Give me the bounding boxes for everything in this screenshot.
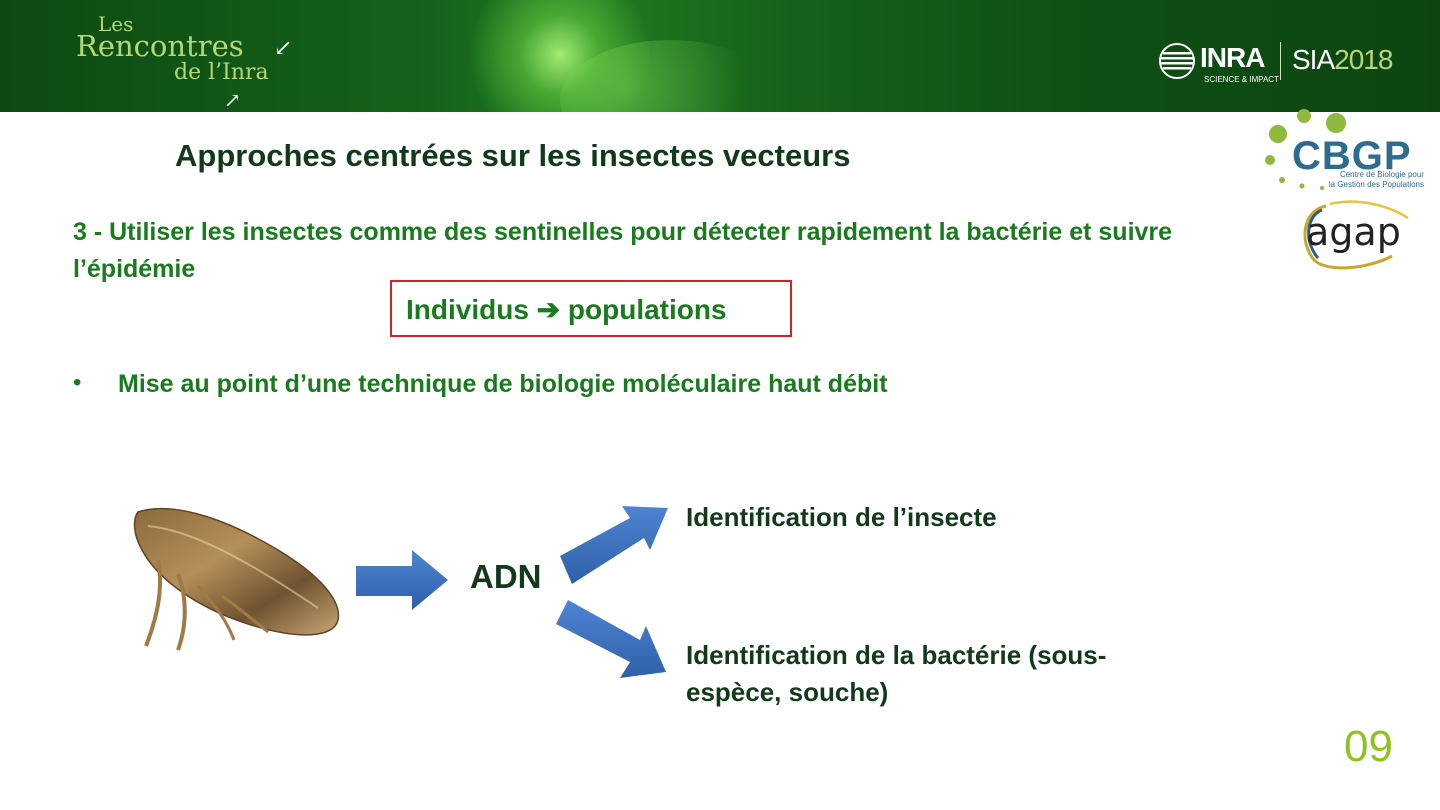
bullet-text: Mise au point d’une technique de biologi… — [118, 370, 888, 398]
page-number: 09 — [1344, 722, 1393, 771]
slide-title: Approches centrées sur les insectes vect… — [175, 138, 851, 173]
cbgp-wordmark: CBGP — [1292, 134, 1412, 178]
sia-label: SIA — [1292, 44, 1335, 75]
arrow-down-left-icon: ↙ — [274, 36, 293, 61]
arrow-adn-to-insect-id — [560, 506, 668, 584]
slide-subtitle: 3 - Utiliser les insectes comme des sent… — [73, 218, 1173, 283]
inra-tagline: SCIENCE & IMPACT — [1204, 75, 1279, 84]
cbgp-tagline-line1: Centre de Biologie pour — [1339, 170, 1424, 179]
highlight-box-text: Individus ➔ populations — [406, 294, 727, 325]
cbgp-tagline: Centre de Biologie pour la Gestion des P… — [1328, 170, 1424, 190]
header-banner: Les Rencontres de l’Inra ↙ ↗ INRA SCIENC… — [0, 0, 1440, 112]
adn-label: ADN — [470, 558, 542, 595]
inra-wordmark: INRA — [1200, 42, 1265, 73]
arrow-insect-to-adn — [356, 550, 448, 610]
cbgp-tagline-line2: la Gestion des Populations — [1328, 180, 1424, 189]
inra-sia-logo: INRA SCIENCE & IMPACT SIA2018 — [1158, 40, 1393, 88]
logo-de-linra: de l’Inra — [174, 60, 269, 85]
agap-swoosh-icon — [1303, 200, 1409, 270]
logo-rencontres: Rencontres — [76, 29, 244, 63]
arrow-up-right-icon: ↗ — [224, 88, 241, 112]
bullet-icon: • — [73, 369, 82, 396]
agap-wordmark: agap — [1306, 210, 1401, 254]
highlight-box: Individus ➔ populations — [390, 280, 792, 337]
sia-year: 2018 — [1334, 44, 1393, 75]
cbgp-dots-icon — [1265, 109, 1346, 190]
sia-wordmark: SIA2018 — [1292, 44, 1393, 76]
inra-globe-icon — [1159, 43, 1195, 79]
logo-divider — [1280, 42, 1281, 80]
bacteria-identification-label: Identification de la bactérie (sous-espè… — [686, 640, 1107, 707]
agap-logo: agap — [1296, 200, 1424, 270]
insect-identification-label: Identification de l’insecte — [686, 502, 997, 532]
logo-les: Les — [98, 12, 134, 36]
leafhopper-insect-image — [133, 507, 340, 651]
cbgp-logo: CBGP Centre de Biologie pour la Gestion … — [1262, 108, 1432, 198]
arrow-adn-to-bacteria-id — [556, 600, 666, 678]
